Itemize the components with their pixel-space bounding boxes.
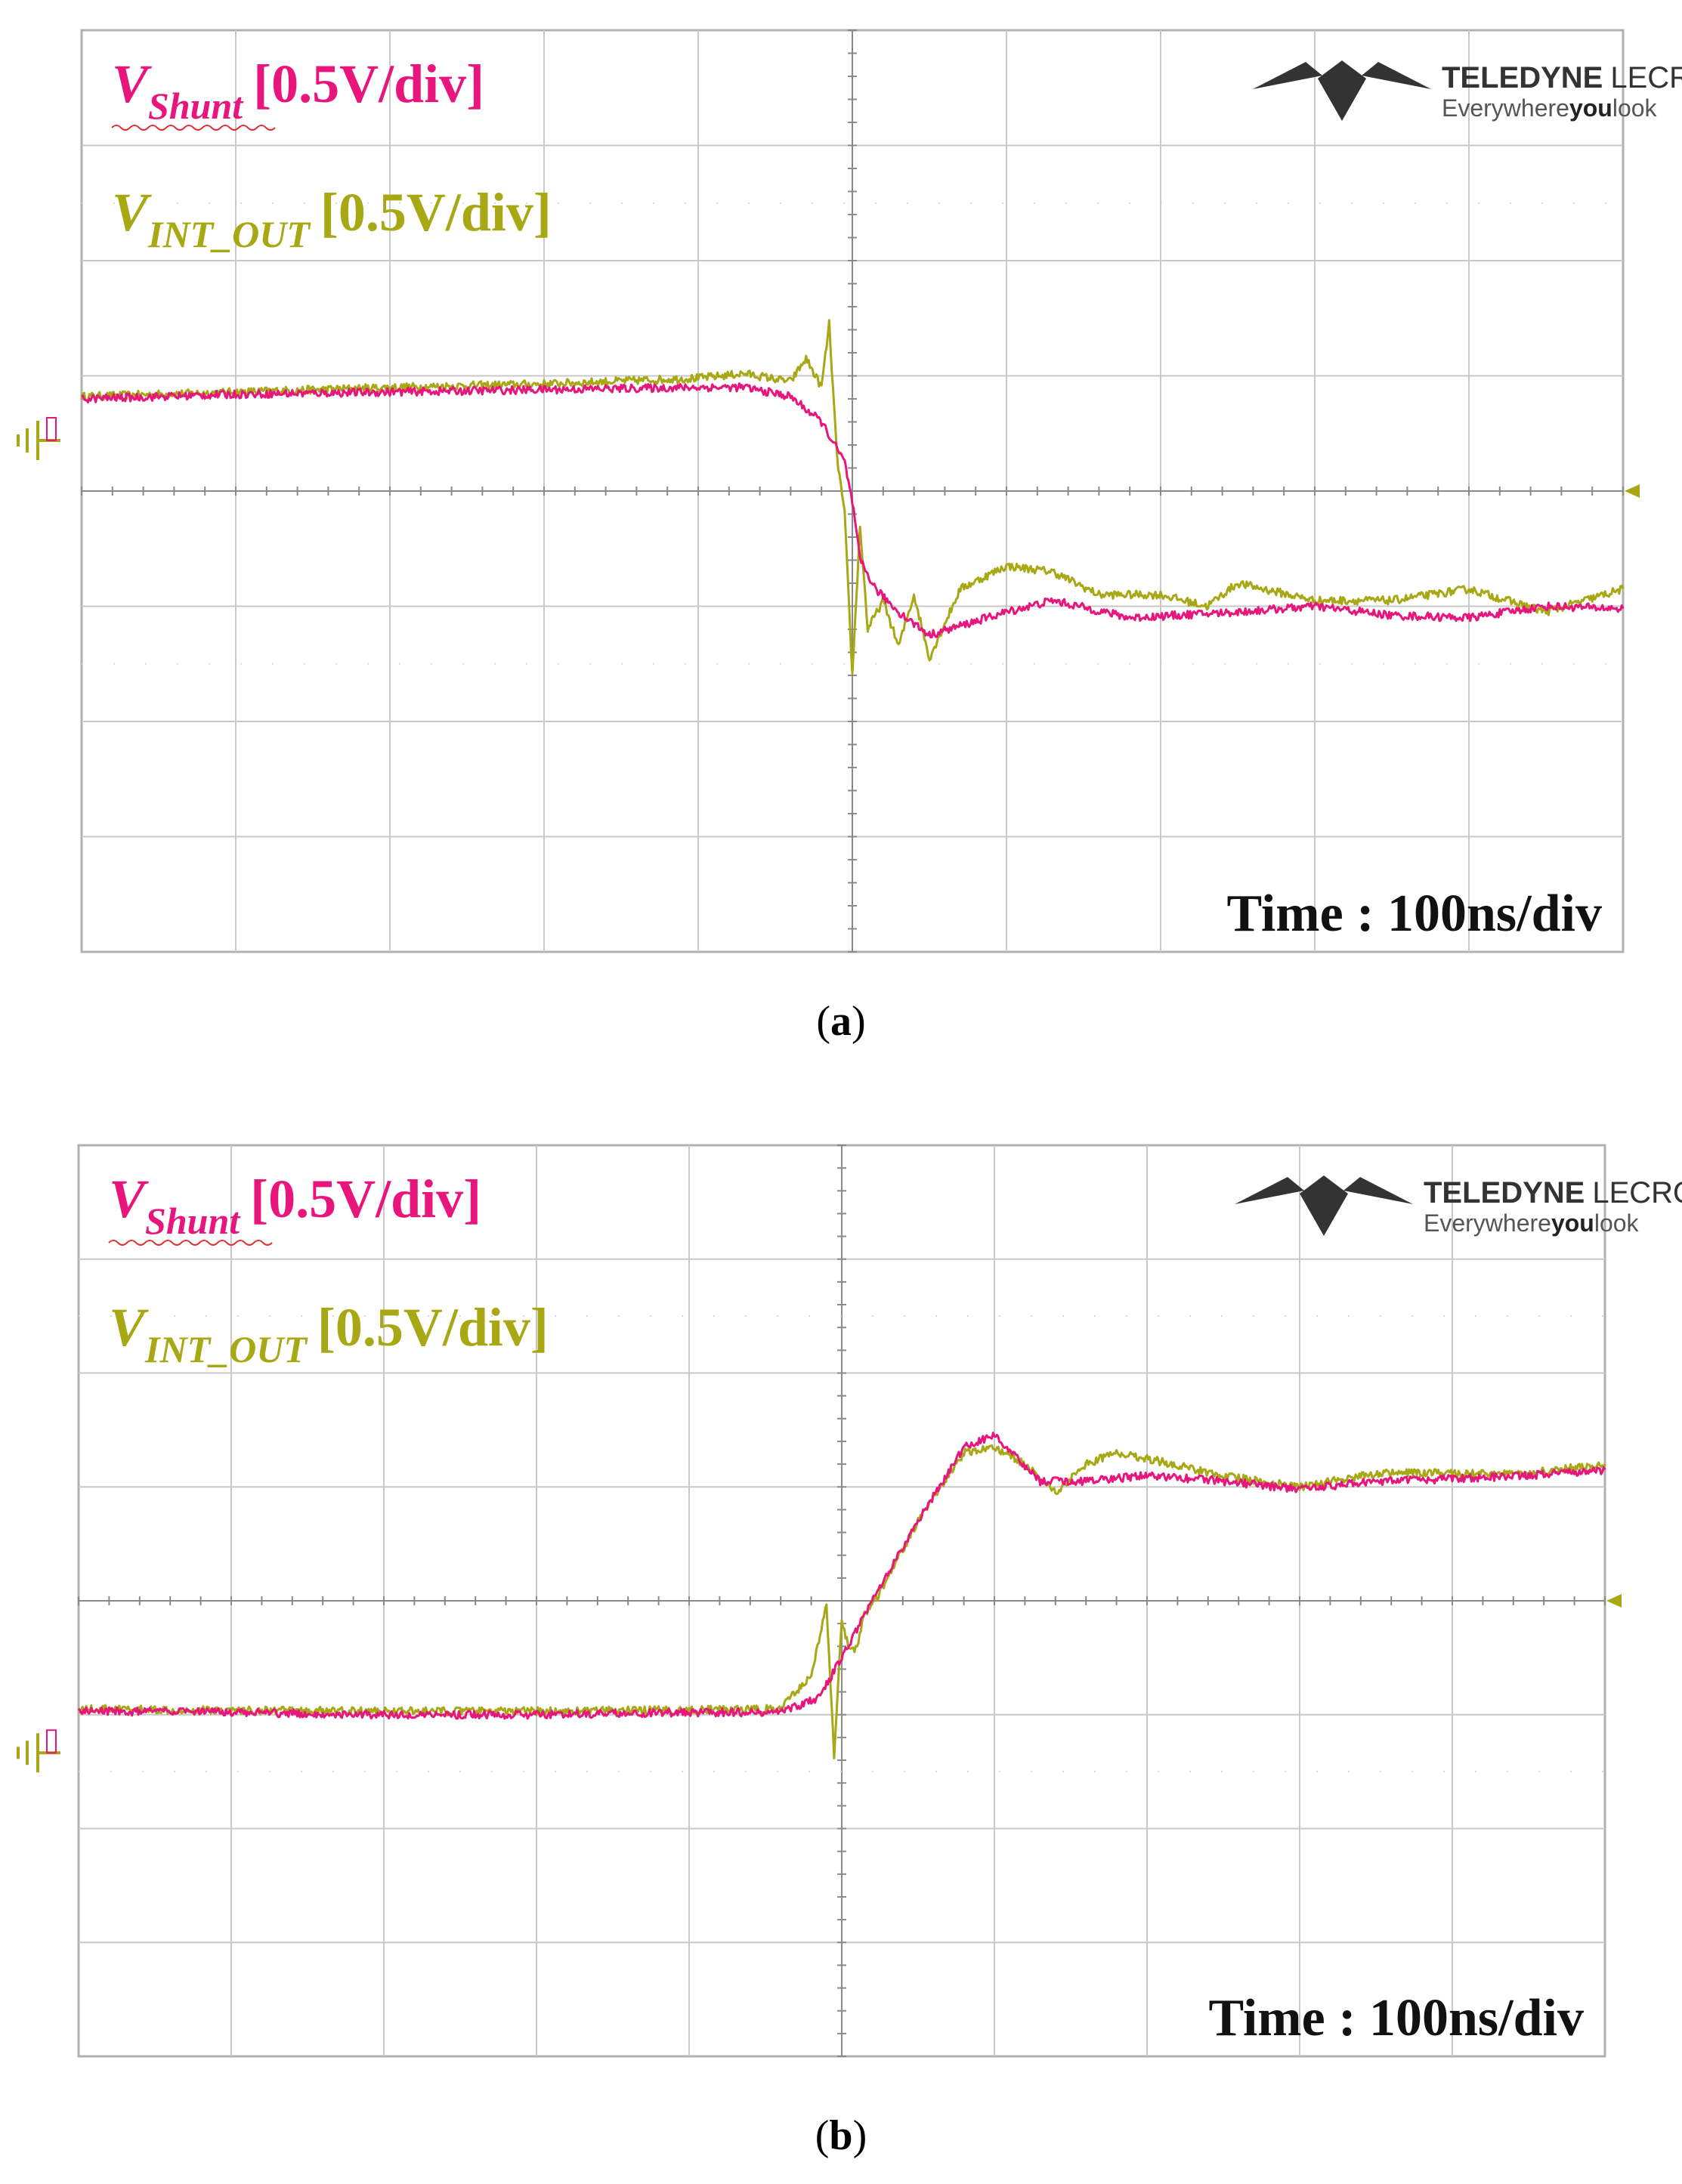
trace-label-subscript: INT_OUT xyxy=(147,213,311,255)
teledyne-lecroy-logo: TELEDYNELECROYEverywhereyoulook xyxy=(1253,60,1682,122)
trace-v-shunt xyxy=(81,382,1625,639)
trace-label-subscript: Shunt xyxy=(148,85,244,127)
scope-plot-b: VShunt [0.5V/div]VINT_OUT [0.5V/div]Time :… xyxy=(17,1144,1682,2058)
trace-label-scale: [0.5V/div] xyxy=(253,54,484,114)
teledyne-lecroy-logo: TELEDYNELECROYEverywhereyoulook xyxy=(1235,1175,1682,1237)
trace-label-scale: [0.5V/div] xyxy=(317,1297,549,1358)
caption-letter-a: a xyxy=(830,998,852,1045)
logo-tagline: Everywhereyoulook xyxy=(1442,94,1658,122)
scope-plot-a: VShunt [0.5V/div]VINT_OUT [0.5V/div]Time :… xyxy=(17,29,1682,953)
trace-label-shunt: VShunt [0.5V/div] xyxy=(112,54,484,127)
trigger-level-marker xyxy=(1606,1594,1622,1608)
logo-tagline: Everywhereyoulook xyxy=(1424,1209,1640,1237)
timebase-label: Time : 100ns/div xyxy=(1208,1989,1584,2047)
trace-v-int-out xyxy=(77,1444,1606,1759)
logo-brand: TELEDYNELECROY xyxy=(1424,1176,1682,1209)
trace-v-shunt xyxy=(77,1432,1606,1720)
timebase-label: Time : 100ns/div xyxy=(1226,885,1602,943)
ground-reference-icon xyxy=(17,417,60,460)
ground-reference-icon xyxy=(17,1729,60,1773)
trace-label-scale: [0.5V/div] xyxy=(250,1169,481,1229)
trace-label-symbol: V xyxy=(109,1297,149,1358)
trace-label-shunt: VShunt [0.5V/div] xyxy=(109,1169,481,1242)
caption-a: (a) xyxy=(816,998,866,1045)
trace-label-scale: [0.5V/div] xyxy=(320,182,552,242)
oscilloscope-panel-a: VShunt [0.5V/div] VINT_OUT [0.5V/div] Time :… xyxy=(0,0,1682,1005)
caption-letter-b: b xyxy=(829,2112,853,2159)
trace-label-int-out: VINT_OUT [0.5V/div] xyxy=(109,1297,549,1370)
spellcheck-underline xyxy=(111,125,276,131)
logo-brand: TELEDYNELECROY xyxy=(1442,61,1682,94)
trace-label-symbol: V xyxy=(112,54,152,114)
trigger-level-marker xyxy=(1625,484,1640,498)
trace-label-symbol: V xyxy=(112,182,152,242)
spellcheck-underline xyxy=(108,1240,273,1246)
trace-label-subscript: Shunt xyxy=(145,1200,241,1242)
oscilloscope-panel-b: VShunt [0.5V/div] VINT_OUT [0.5V/div] Time :… xyxy=(0,1118,1682,2123)
trace-label-symbol: V xyxy=(109,1169,149,1229)
trace-label-subscript: INT_OUT xyxy=(144,1328,308,1370)
trace-label-int-out: VINT_OUT [0.5V/div] xyxy=(112,182,552,255)
caption-b: (b) xyxy=(815,2112,867,2159)
